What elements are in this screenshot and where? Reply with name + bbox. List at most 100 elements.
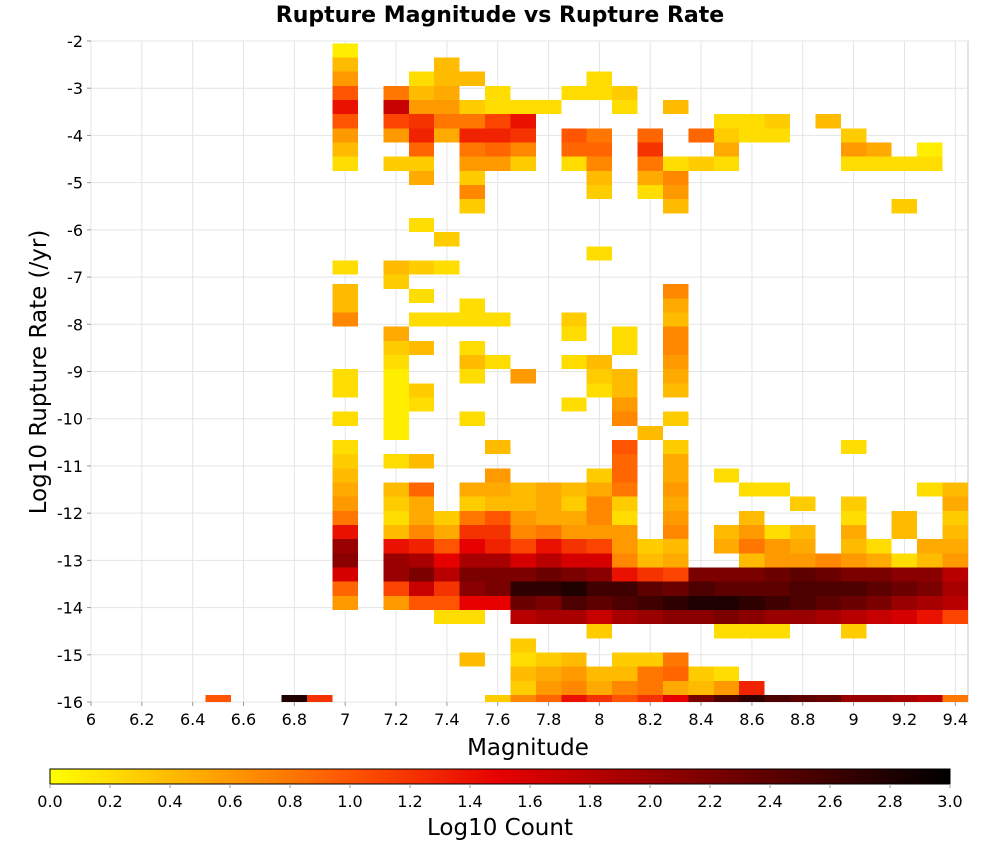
heatmap-cell bbox=[891, 694, 918, 702]
heatmap-cell bbox=[612, 383, 638, 398]
heatmap-cell bbox=[383, 383, 409, 398]
heatmap-cell bbox=[408, 496, 435, 511]
heatmap-cell bbox=[840, 567, 867, 582]
heatmap-cell bbox=[510, 553, 536, 568]
heatmap-cell bbox=[942, 581, 968, 596]
heatmap-cell bbox=[891, 199, 918, 214]
heatmap-cell bbox=[840, 496, 867, 511]
heatmap-cell bbox=[510, 496, 536, 511]
heatmap-cell bbox=[459, 128, 486, 143]
heatmap-cell bbox=[485, 439, 511, 455]
heatmap-cell bbox=[612, 609, 638, 625]
heatmap-cell bbox=[637, 425, 663, 440]
heatmap-cell bbox=[510, 114, 536, 129]
heatmap-cell bbox=[739, 482, 765, 497]
heatmap-cell bbox=[739, 114, 765, 129]
heatmap-cell bbox=[510, 638, 536, 653]
x-tick-label: 6.8 bbox=[282, 710, 307, 729]
y-axis-title: Log10 Rupture Rate (/yr) bbox=[26, 230, 52, 515]
heatmap-cell bbox=[637, 185, 663, 200]
heatmap-cell bbox=[612, 340, 638, 355]
heatmap-cell bbox=[434, 260, 460, 275]
heatmap-cell bbox=[434, 312, 460, 327]
heatmap-cell bbox=[561, 510, 587, 525]
heatmap-cell bbox=[612, 454, 638, 469]
heatmap-cell bbox=[510, 128, 536, 143]
heatmap-cell bbox=[586, 609, 613, 625]
heatmap-cell bbox=[637, 170, 663, 186]
heatmap-cell bbox=[713, 114, 740, 129]
heatmap-cell bbox=[688, 595, 714, 610]
heatmap-cell bbox=[612, 652, 638, 667]
heatmap-cell bbox=[383, 274, 409, 289]
heatmap-cell bbox=[561, 694, 587, 702]
colorbar-tick-label: 1.2 bbox=[397, 792, 422, 811]
heatmap-cell bbox=[764, 114, 791, 129]
heatmap-cell bbox=[332, 510, 358, 525]
heatmap-cell bbox=[917, 595, 943, 610]
heatmap-cell bbox=[485, 496, 511, 511]
y-tick-label: -2 bbox=[67, 32, 83, 51]
heatmap-cell bbox=[662, 652, 689, 667]
heatmap-cell bbox=[561, 524, 587, 540]
heatmap-cell bbox=[510, 156, 536, 171]
heatmap-cell bbox=[942, 694, 968, 702]
heatmap-cell bbox=[662, 298, 689, 313]
x-tick-label: 7 bbox=[340, 710, 350, 729]
heatmap-cell bbox=[866, 595, 892, 610]
y-tick-label: -3 bbox=[67, 79, 83, 98]
heatmap-cell bbox=[840, 624, 867, 639]
heatmap-cell bbox=[561, 609, 587, 625]
heatmap-cell bbox=[942, 609, 968, 625]
colorbar-tick-label: 2.8 bbox=[877, 792, 902, 811]
heatmap-cell bbox=[586, 510, 613, 525]
x-tick-label: 9 bbox=[849, 710, 859, 729]
heatmap-cell bbox=[383, 128, 409, 143]
x-tick-label: 8.4 bbox=[688, 710, 713, 729]
heatmap-cell bbox=[586, 595, 613, 610]
heatmap-cell bbox=[840, 694, 867, 702]
heatmap-cell bbox=[637, 142, 663, 157]
heatmap-cell bbox=[485, 694, 511, 702]
colorbar-title: Log10 Count bbox=[427, 815, 573, 841]
colorbar-tick-label: 1.4 bbox=[457, 792, 482, 811]
heatmap-cell bbox=[840, 142, 867, 157]
heatmap-cell bbox=[434, 581, 460, 596]
colorbar-tick-label: 0.2 bbox=[97, 792, 122, 811]
y-tick-label: -13 bbox=[57, 551, 83, 570]
heatmap-cell bbox=[688, 581, 714, 596]
heatmap-cell bbox=[535, 482, 562, 497]
heatmap-cell bbox=[688, 680, 714, 695]
heatmap-cell bbox=[586, 468, 613, 483]
heatmap-cell bbox=[561, 553, 587, 568]
heatmap-cell bbox=[561, 354, 587, 370]
heatmap-cell bbox=[485, 114, 511, 129]
heatmap-cell bbox=[586, 71, 613, 86]
heatmap-cell bbox=[561, 156, 587, 171]
heatmap-cell bbox=[485, 595, 511, 610]
heatmap-cell bbox=[510, 694, 536, 702]
heatmap-cell bbox=[815, 553, 841, 568]
heatmap-cell bbox=[713, 581, 740, 596]
x-tick-label: 6.6 bbox=[231, 710, 256, 729]
heatmap-cell bbox=[434, 539, 460, 554]
heatmap-cell bbox=[840, 539, 867, 554]
colorbar-tick-label: 0.6 bbox=[217, 792, 242, 811]
heatmap-cell bbox=[459, 595, 486, 610]
heatmap-cell bbox=[866, 609, 892, 625]
heatmap-cell bbox=[434, 232, 460, 247]
heatmap-cell bbox=[662, 581, 689, 596]
heatmap-cell bbox=[332, 482, 358, 497]
heatmap-cell bbox=[612, 397, 638, 412]
heatmap-cell bbox=[510, 142, 536, 157]
colorbar-tick-label: 1.0 bbox=[337, 792, 362, 811]
heatmap-cell bbox=[662, 100, 689, 115]
heatmap-cell bbox=[408, 524, 435, 540]
heatmap-cell bbox=[510, 524, 536, 540]
heatmap-cell bbox=[815, 694, 841, 702]
heatmap-cell bbox=[459, 71, 486, 86]
heatmap-cell bbox=[332, 496, 358, 511]
heatmap-cell bbox=[840, 510, 867, 525]
heatmap-cell bbox=[383, 156, 409, 171]
